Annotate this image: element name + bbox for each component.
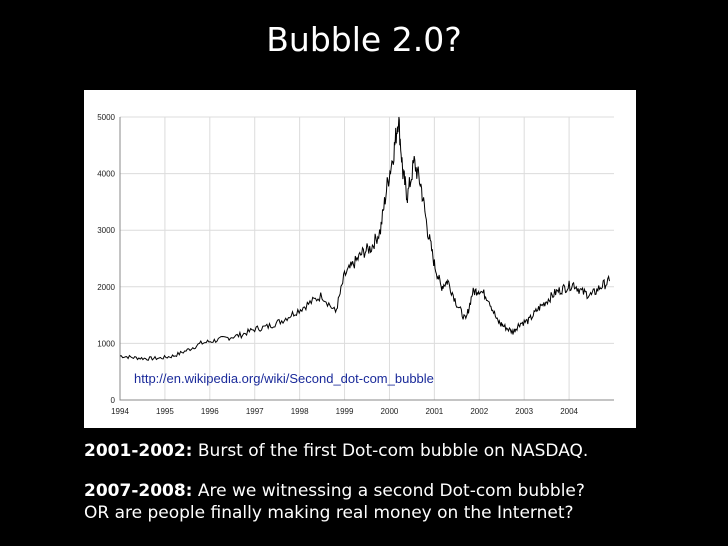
slide-title: Bubble 2.0?: [266, 20, 462, 59]
caption-3-text: OR are people finally making real money …: [84, 503, 574, 523]
series-line: [119, 116, 610, 361]
caption-1: 2001-2002: Burst of the first Dot-com bu…: [84, 440, 588, 462]
x-tick-label: 2001: [425, 407, 443, 416]
x-tick-label: 1999: [336, 407, 354, 416]
y-tick-label: 0: [111, 396, 116, 405]
y-tick-label: 3000: [97, 226, 115, 235]
x-tick-label: 1996: [201, 407, 219, 416]
caption-2: 2007-2008: Are we witnessing a second Do…: [84, 480, 585, 524]
caption-2-text: Are we witnessing a second Dot-com bubbl…: [192, 481, 585, 501]
x-tick-label: 2004: [560, 407, 578, 416]
caption-1-text: Burst of the first Dot-com bubble on NAS…: [192, 441, 589, 461]
source-link[interactable]: http://en.wikipedia.org/wiki/Second_dot-…: [134, 371, 434, 386]
axis-lines: [119, 117, 614, 401]
y-tick-label: 4000: [97, 170, 115, 179]
y-tick-labels: 0 1000 2000 3000 4000 5000: [97, 113, 115, 405]
caption-1-bold: 2001-2002:: [84, 441, 193, 461]
x-tick-label: 2003: [515, 407, 533, 416]
y-tick-label: 2000: [97, 283, 115, 292]
x-tick-label: 2000: [381, 407, 399, 416]
x-tick-label: 1994: [111, 407, 129, 416]
x-tick-label: 2002: [470, 407, 488, 416]
caption-2-bold: 2007-2008:: [84, 481, 193, 501]
y-tick-label: 5000: [97, 113, 115, 122]
x-tick-labels: 1994 1995 1996 1997 1998 1999 2000 2001 2002 2003…: [111, 407, 578, 416]
x-tick-label: 1997: [246, 407, 264, 416]
chart-grid: [119, 116, 614, 401]
x-tick-label: 1998: [291, 407, 309, 416]
y-tick-label: 1000: [97, 339, 115, 348]
x-tick-label: 1995: [156, 407, 174, 416]
nasdaq-chart: 0 1000 2000 3000 4000 5000 1994 1995 1996 1997 19…: [84, 90, 636, 428]
